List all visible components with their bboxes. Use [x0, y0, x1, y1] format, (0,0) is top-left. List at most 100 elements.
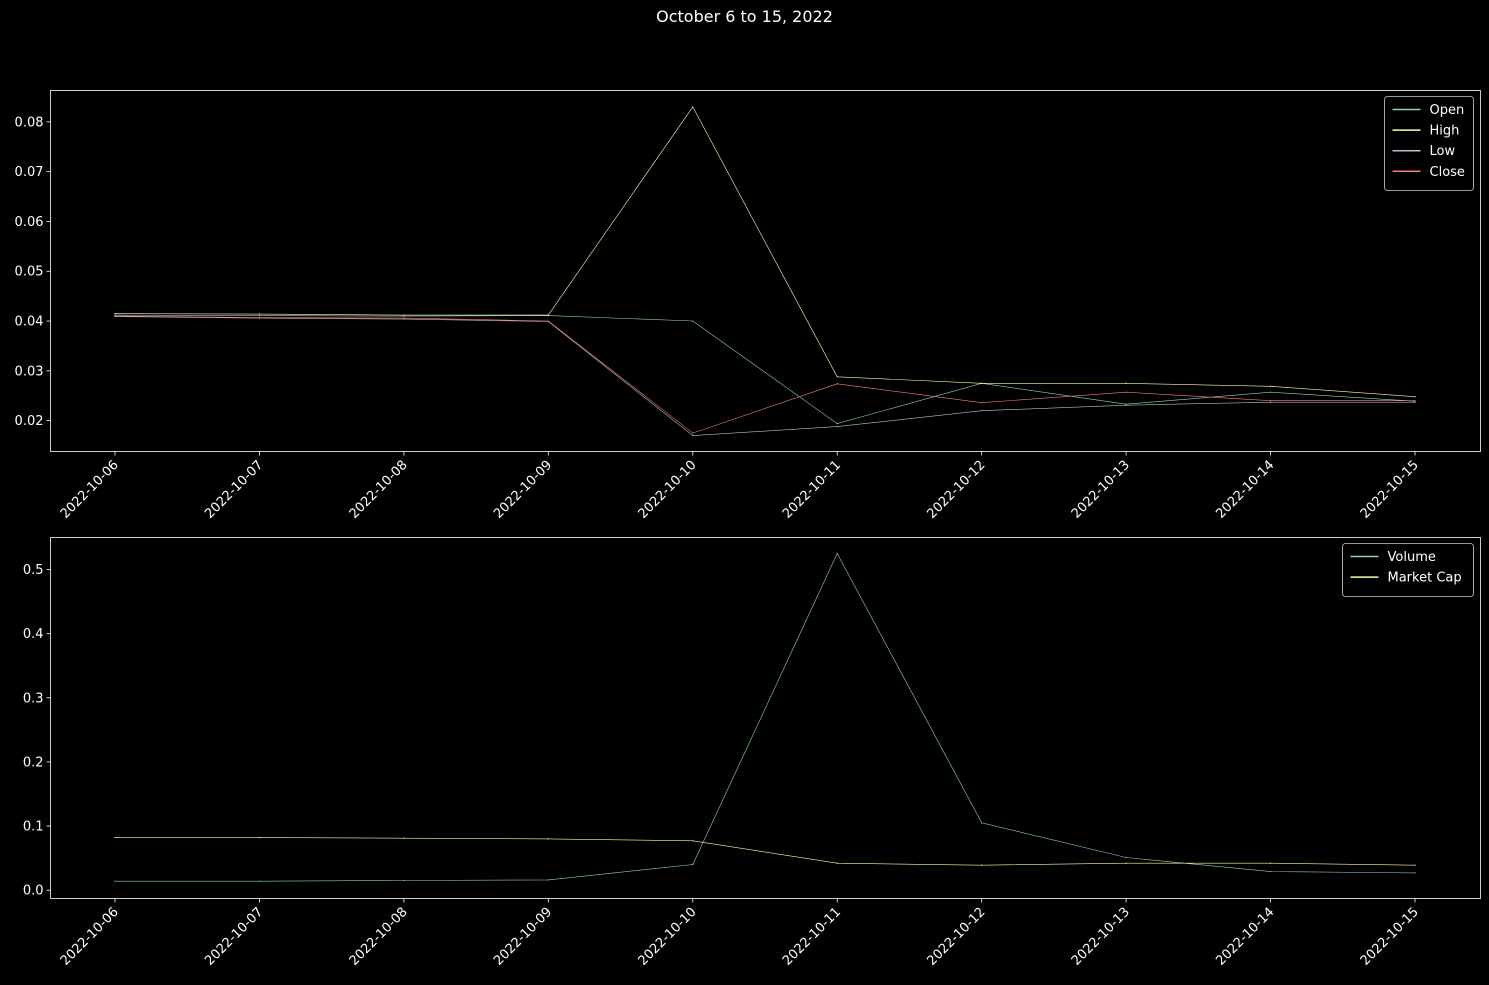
data-point-volume	[114, 880, 116, 882]
data-point-high	[836, 376, 838, 378]
y-tick-label: 0.0	[23, 884, 44, 899]
figure-title: October 6 to 15, 2022	[656, 7, 833, 26]
legend-label: Market Cap	[1388, 571, 1462, 586]
data-point-market-cap	[836, 862, 838, 864]
x-tick-label: 2022-10-09	[491, 458, 555, 522]
data-point-high	[692, 106, 694, 108]
data-point-volume	[692, 863, 694, 866]
data-point-volume	[1125, 856, 1127, 859]
data-point-close	[1269, 400, 1272, 402]
series-line-volume	[115, 552, 1416, 882]
legend-label: Open	[1430, 103, 1465, 118]
x-tick-label: 2022-10-12	[924, 905, 988, 969]
data-point-close	[547, 320, 549, 322]
x-tick-label: 2022-10-14	[1213, 905, 1277, 969]
legend-label: Volume	[1388, 550, 1436, 565]
data-point-high	[114, 312, 116, 315]
x-tick-label: 2022-10-13	[1069, 458, 1133, 522]
y-tick-label: 0.04	[15, 315, 44, 330]
x-tick-label: 2022-10-15	[1358, 905, 1422, 969]
data-point-close	[836, 383, 838, 385]
data-point-close	[1125, 391, 1127, 393]
y-tick-label: 0.05	[15, 265, 44, 280]
data-point-market-cap	[114, 836, 116, 839]
x-tick-label: 2022-10-06	[58, 905, 122, 969]
data-point-volume	[547, 879, 549, 881]
series-line-high	[114, 106, 1416, 397]
data-point-low	[836, 426, 838, 428]
x-tick-label: 2022-10-08	[347, 458, 411, 522]
data-point-low	[692, 434, 694, 437]
x-tick-label: 2022-10-08	[347, 905, 411, 969]
plot-frame-1	[50, 90, 1481, 452]
x-tick-label: 2022-10-11	[780, 458, 844, 522]
y-tick-label: 0.06	[15, 215, 44, 230]
y-tick-label: 0.3	[23, 691, 44, 706]
x-tick-label: 2022-10-10	[636, 905, 700, 969]
data-point-high	[547, 314, 549, 316]
x-tick-label: 2022-10-07	[202, 905, 266, 969]
y-tick-label: 0.2	[23, 755, 44, 770]
data-point-market-cap	[1269, 862, 1272, 864]
x-tick-label: 2022-10-10	[636, 458, 700, 522]
data-point-close	[1414, 400, 1416, 402]
data-point-close	[692, 432, 694, 434]
data-point-open	[1269, 391, 1272, 393]
data-point-high	[258, 313, 261, 315]
y-tick-label: 0.07	[15, 165, 44, 180]
data-point-market-cap	[692, 840, 694, 842]
y-tick-label: 0.1	[23, 820, 44, 835]
data-point-open	[836, 423, 838, 425]
legend-box	[1384, 96, 1474, 191]
x-tick-label: 2022-10-13	[1069, 905, 1133, 969]
data-point-high	[1125, 382, 1127, 384]
data-point-market-cap	[1414, 864, 1416, 866]
data-point-low	[981, 410, 983, 412]
data-point-market-cap	[258, 836, 261, 839]
series-line-open	[114, 314, 1416, 424]
y-tick-label: 0.4	[23, 627, 44, 642]
data-point-high	[1269, 385, 1272, 387]
data-point-volume	[836, 552, 838, 555]
data-point-volume	[403, 879, 405, 882]
data-point-open	[258, 314, 261, 317]
x-tick-label: 2022-10-09	[491, 905, 555, 969]
data-point-open	[1125, 403, 1127, 405]
data-point-open	[692, 320, 694, 322]
x-tick-label: 2022-10-06	[58, 458, 122, 522]
data-point-market-cap	[403, 837, 405, 839]
x-tick-label: 2022-10-07	[202, 458, 266, 522]
data-point-low	[1269, 401, 1272, 403]
data-point-close	[258, 316, 261, 319]
y-tick-label: 0.08	[15, 115, 44, 130]
y-tick-label: 0.5	[23, 563, 44, 578]
series-line-close	[114, 315, 1415, 434]
series-line-low	[114, 316, 1415, 436]
data-point-low	[1125, 404, 1127, 406]
data-point-volume	[1414, 872, 1416, 874]
data-point-low	[1414, 401, 1416, 403]
data-point-market-cap	[547, 838, 549, 840]
data-point-volume	[1269, 870, 1272, 873]
data-point-volume	[258, 880, 261, 882]
data-point-high	[981, 382, 983, 384]
data-point-volume	[981, 822, 983, 824]
data-point-close	[981, 402, 983, 404]
y-tick-label: 0.02	[15, 414, 44, 429]
data-point-low	[403, 318, 405, 320]
x-tick-label: 2022-10-15	[1358, 458, 1422, 522]
legend-label: Close	[1430, 165, 1465, 180]
data-point-close	[114, 315, 116, 317]
data-point-open	[403, 315, 405, 317]
data-point-high	[1414, 396, 1416, 398]
series-line-market-cap	[115, 837, 1416, 866]
data-point-market-cap	[1125, 862, 1127, 864]
x-tick-label: 2022-10-14	[1213, 458, 1277, 522]
data-point-open	[114, 314, 116, 316]
x-tick-label: 2022-10-11	[780, 905, 844, 969]
data-point-market-cap	[981, 864, 983, 866]
legend-label: High	[1430, 124, 1460, 139]
x-tick-label: 2022-10-12	[924, 458, 988, 522]
y-tick-label: 0.03	[15, 364, 44, 379]
